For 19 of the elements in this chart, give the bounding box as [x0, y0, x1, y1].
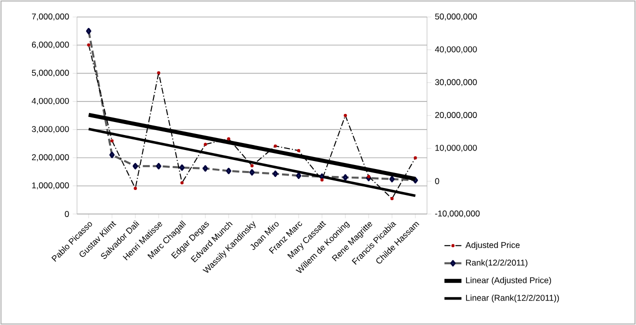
- legend-label: Adjusted Price: [465, 242, 520, 250]
- y2-tick-label: 40,000,000: [434, 46, 477, 54]
- legend-label: Rank(12/2/2011): [466, 259, 528, 268]
- y-tick-label: 4,000,000: [32, 98, 69, 105]
- legend-label: Linear (Adjusted Price): [466, 277, 552, 285]
- y2-tick-label: 20,000,000: [435, 112, 477, 119]
- y2-tick-label: 0: [435, 178, 440, 184]
- y-tick-label: 1,000,000: [32, 182, 69, 190]
- legend-label: Linear (Rank(12/2/2011)): [466, 294, 559, 302]
- y-tick-label: 5,000,000: [32, 70, 69, 77]
- y2-tick-label: 10,000,000: [435, 144, 477, 152]
- y2-tick-label: -10,000,000: [435, 210, 480, 218]
- y2-tick-label: 50,000,000: [435, 14, 477, 20]
- y-tick-label: 6,000,000: [32, 42, 69, 49]
- y-tick-label: 7,000,000: [32, 14, 69, 20]
- y-tick-label: 2,000,000: [32, 154, 69, 162]
- y-tick-label: 0: [64, 211, 69, 217]
- y-tick-label: 3,000,000: [32, 126, 69, 134]
- y2-tick-label: 30,000,000: [435, 79, 477, 86]
